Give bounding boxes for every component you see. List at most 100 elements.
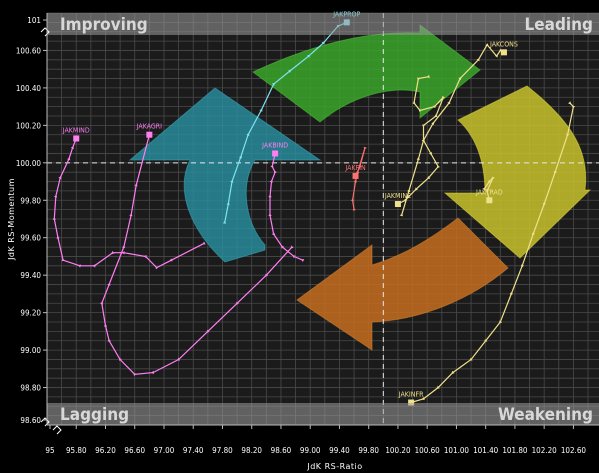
x-tick-label: 100.20 [385, 446, 411, 455]
series-point [451, 370, 455, 374]
series-point [407, 189, 411, 193]
series-point [469, 357, 473, 361]
series-head-marker [408, 399, 415, 406]
x-tick-label: 98.20 [241, 446, 262, 455]
series-point [268, 213, 272, 216]
series-jakinfr: JAKINFR [398, 101, 576, 406]
x-axis-ticks: 95 95.80 96.20 96.60 97.00 97.40 97.80 98.20 98.… [45, 425, 586, 455]
series-point [61, 258, 65, 262]
series-label: JAKAGRI [136, 123, 162, 131]
series-point [222, 220, 227, 224]
series-point [58, 176, 62, 180]
series-point [107, 282, 111, 286]
series-point [553, 170, 557, 175]
y-tick-label: 100.40 [16, 84, 42, 93]
series-point [403, 198, 407, 202]
y-tick-label: 98.80 [20, 384, 41, 393]
x-tick-label: 101.40 [473, 446, 499, 455]
y-tick-label: 99.20 [20, 309, 41, 318]
series-jakmine: JAKMINE [384, 74, 446, 208]
series-point [485, 43, 489, 47]
series-line [269, 153, 304, 261]
series-point [484, 339, 488, 343]
y-tick-label: 98.60 [20, 416, 41, 425]
series-head-marker [146, 131, 153, 138]
series-point [134, 183, 138, 187]
series-line [53, 138, 205, 269]
x-tick-label: 100.60 [415, 446, 441, 455]
series-point [133, 373, 137, 377]
y-tick-label: 99.00 [20, 346, 41, 355]
series-point [414, 187, 418, 191]
series-point [274, 170, 277, 174]
series-label: JAKINFR [398, 391, 424, 399]
center-crosshair [47, 13, 599, 425]
series-jakbind: JAKBIND [261, 141, 305, 262]
series-jaktrad: JAKTRAD [475, 176, 503, 204]
series-point [355, 170, 360, 174]
series-point [70, 146, 74, 150]
series-head-marker [352, 172, 359, 179]
series-point [239, 155, 243, 159]
y-axis-title: JdK RS-Momentum [7, 178, 16, 261]
series-point [510, 292, 514, 296]
series-point [288, 69, 292, 73]
series-point [56, 235, 60, 239]
series-point [482, 187, 486, 191]
x-tick-label: 97.00 [154, 446, 175, 455]
y-tick-label: 100.20 [16, 121, 42, 130]
series-point [353, 179, 357, 183]
series-point [421, 124, 426, 128]
y-axis-ticks: 101 100.60 100.40 100.20 100.00 99.80 99.60 99.… [16, 16, 47, 425]
series-point [202, 241, 206, 245]
series-point [206, 329, 210, 333]
weakening-arrow [443, 85, 592, 259]
rotation-arrows [128, 24, 592, 351]
series-point [447, 101, 451, 105]
series-point [566, 133, 570, 137]
improving-arrow [128, 87, 322, 263]
series-label: JAKCONS [489, 40, 518, 48]
quadrant-label-leading: Leading [525, 15, 593, 35]
series-point [290, 245, 294, 249]
series-point [54, 194, 58, 198]
x-tick-label: 102.60 [561, 446, 587, 455]
x-tick-label: 102.20 [532, 446, 558, 455]
x-tick-label: 99.00 [300, 446, 321, 455]
series-point [421, 138, 425, 143]
series-point [270, 164, 274, 168]
quadrant-label-lagging: Lagging [60, 405, 129, 425]
quadrant-bands: Improving Leading Lagging Weakening [47, 13, 599, 425]
series-point [107, 338, 111, 342]
series-point [281, 245, 285, 249]
series-head-marker [394, 201, 401, 208]
series-point [100, 301, 104, 305]
quadrant-label-improving: Improving [60, 15, 148, 35]
series-point [432, 105, 436, 109]
series-point [169, 258, 173, 262]
series-head-marker [500, 49, 507, 56]
series-point [521, 264, 524, 268]
lagging-arrow [296, 217, 509, 351]
series-point [431, 121, 435, 126]
series-head-marker [73, 135, 80, 142]
series-point [426, 74, 430, 79]
series-point [226, 202, 230, 205]
series-point [429, 152, 432, 156]
y-tick-label: 100.00 [16, 159, 42, 168]
series-point [476, 58, 480, 62]
series-point [67, 157, 71, 161]
series-jakfin: JAKFIN [344, 146, 367, 211]
x-tick-label: 95.80 [66, 446, 87, 455]
series-point [235, 301, 239, 305]
series-point [230, 179, 234, 183]
series-jakagri: JAKAGRI [100, 123, 294, 377]
series-head-marker [486, 197, 493, 204]
series-point [363, 146, 367, 150]
quadrant-label-weakening: Weakening [498, 405, 593, 425]
series-point [491, 176, 495, 180]
series-point [399, 213, 403, 217]
x-tick-label: 101.00 [444, 446, 470, 455]
series-point [307, 54, 311, 58]
series-point [358, 165, 362, 169]
